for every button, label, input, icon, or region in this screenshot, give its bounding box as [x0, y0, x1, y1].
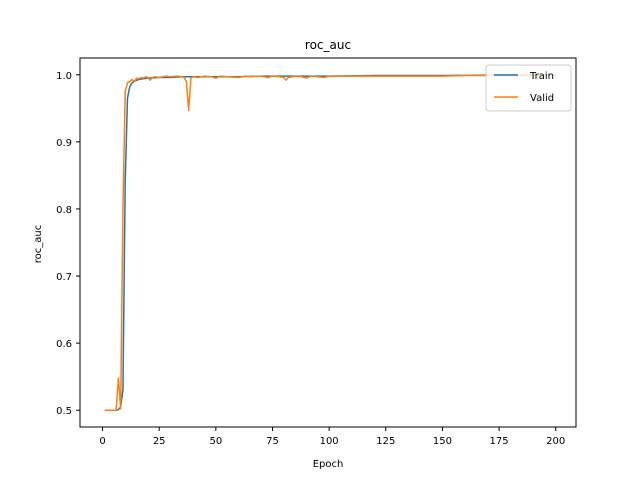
plot-frame: [79, 57, 577, 428]
y-tick-label: 0.9: [56, 138, 72, 149]
y-tick-label: 0.6: [56, 339, 72, 350]
x-tick-label: 100: [320, 436, 339, 447]
y-tick-label: 0.5: [56, 406, 72, 417]
y-tick-label: 0.8: [56, 205, 72, 216]
x-axis-label: Epoch: [313, 459, 344, 470]
x-tick-label: 200: [546, 436, 565, 447]
legend-label-train: Train: [529, 71, 554, 82]
legend-label-valid: Valid: [530, 93, 554, 104]
y-axis-ticks: 0.5 0.6 0.7 0.8 0.9 1.0: [56, 71, 80, 417]
series-lines: [104, 74, 556, 411]
x-tick-label: 125: [376, 436, 395, 447]
x-tick-label: 175: [490, 436, 509, 447]
chart-title: roc_auc: [305, 38, 351, 52]
y-tick-label: 0.7: [56, 272, 72, 283]
x-tick-label: 75: [266, 436, 279, 447]
x-tick-label: 25: [153, 436, 166, 447]
x-axis-ticks: 0 25 50 75 100 125 150 175 200: [99, 427, 565, 447]
x-tick-label: 150: [433, 436, 452, 447]
legend-box: [485, 64, 572, 112]
x-tick-label: 50: [209, 436, 222, 447]
y-tick-label: 1.0: [56, 71, 72, 82]
y-axis-label: roc_auc: [33, 225, 44, 263]
x-tick-label: 0: [99, 436, 105, 447]
series-line-valid: [104, 74, 556, 411]
legend: Train Valid: [485, 64, 572, 112]
